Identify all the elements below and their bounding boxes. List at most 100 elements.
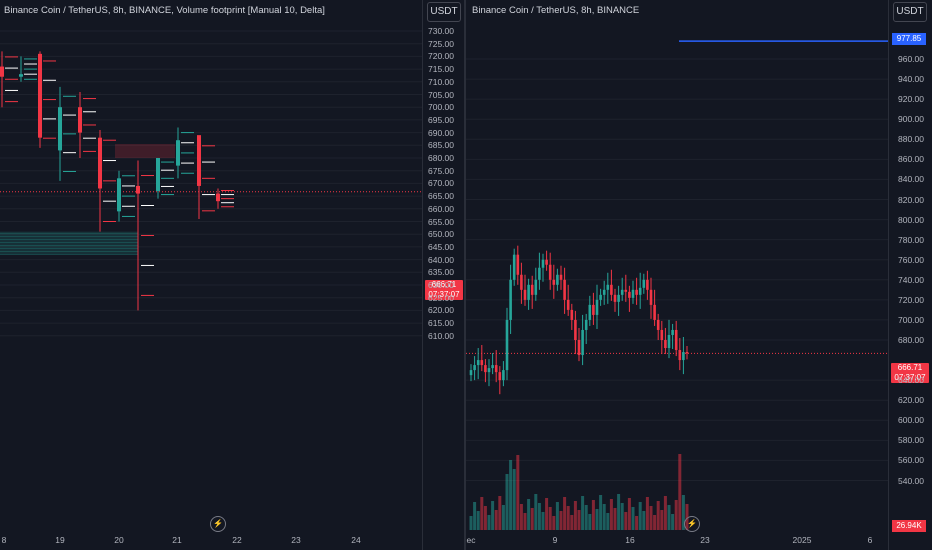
left-price-tick: 610.00 (428, 330, 454, 341)
candle-body (136, 185, 140, 194)
candle-body (682, 352, 685, 361)
volume-bar (501, 505, 505, 530)
candle-body (595, 299, 599, 315)
left-price-tick: 670.00 (428, 178, 454, 189)
right-price-tick: 740.00 (898, 274, 924, 285)
volume-bar (548, 507, 552, 530)
volume-bar (595, 509, 599, 530)
volume-bar (480, 497, 484, 530)
candle-body (78, 107, 82, 133)
volume-bar (566, 506, 570, 530)
candlestick-chart-canvas[interactable] (466, 0, 932, 550)
left-date-tick: 23 (291, 535, 301, 545)
right-price-axis[interactable] (888, 0, 932, 550)
volume-bar (577, 510, 581, 530)
left-date-tick: 24 (351, 535, 361, 545)
volume-value-label: 26.94K (892, 520, 926, 532)
pane-divider[interactable] (464, 0, 466, 550)
volume-bar (527, 499, 531, 530)
candle-body (487, 368, 491, 373)
volume-bar (505, 474, 509, 530)
candle-body (642, 279, 646, 288)
volume-bar (642, 511, 646, 530)
right-price-tick: 940.00 (898, 74, 924, 85)
candle-body (559, 274, 563, 280)
volume-bar (638, 502, 642, 530)
right-chart-title: Binance Coin / TetherUS, 8h, BINANCE (472, 5, 640, 16)
candle-body (19, 74, 23, 77)
volume-bar (591, 500, 595, 530)
candle-body (635, 289, 638, 295)
right-price-tick: 860.00 (898, 154, 924, 165)
volume-bar (645, 497, 649, 530)
footprint-chart-canvas[interactable] (0, 0, 464, 550)
candle-body (480, 360, 484, 366)
right-date-tick: 9 (552, 535, 558, 545)
volume-bar (530, 508, 534, 530)
right-currency-button[interactable]: USDT (893, 2, 927, 22)
alert-price-label: 977.85 (892, 33, 926, 45)
right-date-tick: ec (466, 535, 476, 545)
left-currency-button[interactable]: USDT (427, 2, 461, 22)
candle-body (498, 372, 502, 381)
left-price-tick: 685.00 (428, 140, 454, 151)
lightning-bolt-icon[interactable]: ⚡ (684, 516, 700, 532)
candle-body (545, 259, 548, 265)
candle-body (617, 294, 620, 302)
left-price-tick: 665.00 (428, 191, 454, 202)
candle-body (98, 137, 102, 189)
right-price-tick: 840.00 (898, 174, 924, 185)
volume-bar (469, 516, 473, 530)
candle-body (563, 279, 566, 300)
lightning-bolt-icon[interactable]: ⚡ (210, 516, 226, 532)
right-price-tick: 780.00 (898, 234, 924, 245)
right-price-tick: 920.00 (898, 94, 924, 105)
candle-body (624, 289, 628, 292)
volume-bar (581, 496, 585, 530)
right-price-tick: 960.00 (898, 54, 924, 64)
volume-bar (667, 505, 671, 530)
left-chart-pane[interactable]: Binance Coin / TetherUS, 8h, BINANCE, Vo… (0, 0, 464, 550)
candle-body (538, 267, 541, 280)
volume-bar (681, 495, 685, 530)
right-price-tick: 900.00 (898, 114, 924, 125)
volume-bar (584, 505, 588, 530)
left-chart-title: Binance Coin / TetherUS, 8h, BINANCE, Vo… (4, 5, 325, 16)
volume-bar (473, 502, 477, 530)
left-price-tick: 725.00 (428, 38, 454, 49)
volume-bar (512, 469, 516, 530)
volume-bar (509, 460, 513, 530)
right-date-tick: 16 (625, 535, 635, 545)
left-price-tick: 705.00 (428, 89, 454, 100)
left-price-axis[interactable] (422, 0, 465, 550)
candle-body (530, 284, 534, 295)
volume-bar (620, 503, 624, 530)
candle-body (678, 350, 682, 361)
candle-body (613, 294, 617, 302)
volume-bar (660, 510, 664, 530)
candle-body (656, 319, 660, 330)
candle-body (664, 340, 667, 349)
candle-body (523, 289, 527, 300)
candle-body (649, 289, 653, 305)
left-price-tick: 690.00 (428, 127, 454, 138)
candle-body (58, 107, 62, 151)
volume-bar (498, 496, 502, 530)
right-current-price-label: 666.71 07:37:07 (891, 363, 929, 383)
volume-bar (609, 499, 613, 530)
candle-body (577, 340, 581, 356)
volume-bar (653, 515, 657, 530)
volume-bar (523, 513, 527, 530)
candle-body (631, 289, 635, 298)
candle-body (667, 334, 671, 349)
candle-body (473, 365, 476, 371)
volume-bar (559, 511, 563, 530)
candle-body (660, 329, 664, 340)
candle-body (117, 178, 121, 212)
right-chart-pane[interactable]: Binance Coin / TetherUS, 8h, BINANCE USD… (466, 0, 932, 550)
candle-body (548, 264, 552, 280)
volume-bar (613, 508, 617, 530)
left-price-tick: 715.00 (428, 64, 454, 75)
right-price-tick: 620.00 (898, 395, 924, 406)
left-price-tick: 635.00 (428, 267, 454, 278)
